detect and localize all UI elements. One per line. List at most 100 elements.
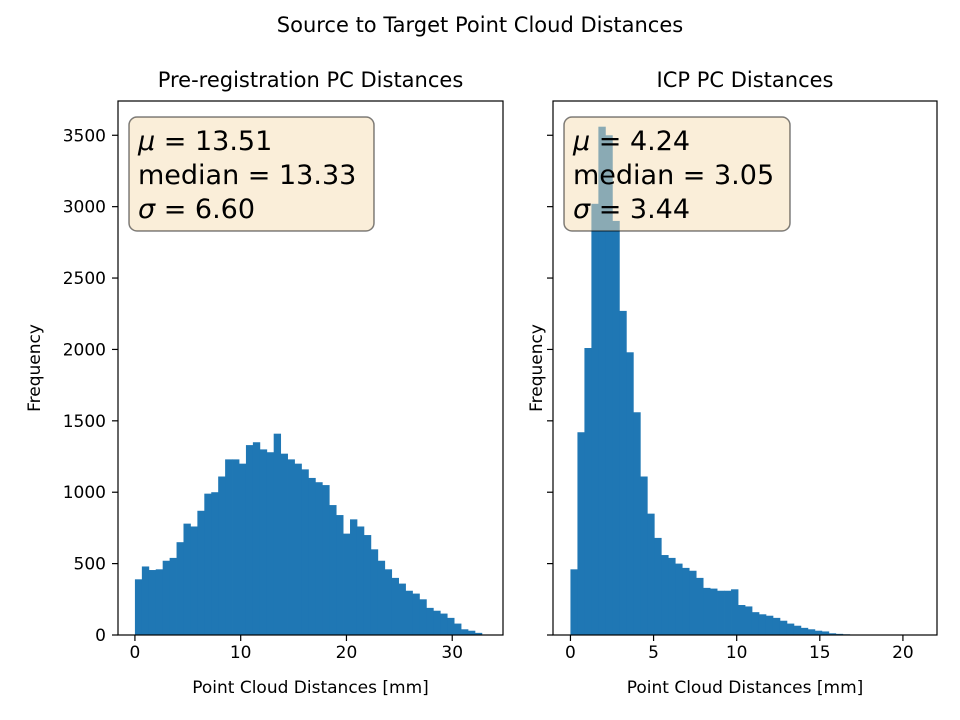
histogram-bar	[612, 220, 620, 635]
y-tick-label: 1000	[63, 483, 106, 503]
histogram-bar	[758, 614, 767, 635]
histogram-bar	[287, 459, 295, 635]
stat-mean: μ = 13.51	[137, 126, 272, 157]
histogram-bar	[315, 482, 323, 635]
histogram-bar	[225, 459, 233, 635]
histogram-bar	[280, 453, 288, 635]
left-title: Pre-registration PC Distances	[158, 68, 464, 92]
histogram-bar	[814, 630, 823, 635]
histogram-bar	[204, 493, 212, 635]
histogram-bar	[232, 459, 240, 635]
histogram-bar	[738, 605, 746, 635]
histogram-bar	[273, 433, 282, 635]
stat-median: median = 13.33	[138, 160, 356, 191]
histogram-bar	[703, 587, 711, 635]
histogram-bar	[440, 613, 448, 635]
figure-suptitle: Source to Target Point Cloud Distances	[277, 13, 683, 37]
histogram-bar	[640, 476, 648, 635]
histogram-bar	[433, 610, 441, 635]
left-subplot: 0 10 20 30 0 500 1000 1500 2000 2500 3000 3500 Pre-r…	[25, 68, 504, 698]
histogram-bar	[266, 452, 275, 635]
histogram-bar	[647, 513, 655, 635]
stat-sigma: σ = 3.44	[573, 194, 690, 225]
histogram-bar	[800, 627, 809, 635]
right-title: ICP PC Distances	[657, 68, 834, 92]
right-xlabel: Point Cloud Distances [mm]	[627, 678, 864, 698]
histogram-bar	[301, 469, 309, 635]
left-ylabel: Frequency	[25, 324, 45, 412]
histogram-bar	[454, 623, 462, 635]
histogram-bar	[591, 203, 599, 636]
histogram-bar	[772, 617, 781, 635]
histogram-bar	[474, 632, 483, 635]
histogram-bar	[398, 583, 406, 635]
left-stats-box	[128, 116, 375, 232]
histogram-bar	[419, 599, 427, 635]
y-tick-label: 1500	[63, 412, 106, 432]
histogram-bar	[322, 485, 330, 635]
histogram-bar	[779, 620, 788, 635]
histogram-bar	[710, 588, 718, 635]
histogram-bar	[155, 569, 164, 635]
y-tick-label: 500	[74, 555, 106, 575]
stat-median: median = 3.05	[573, 160, 774, 191]
histogram-bar	[689, 570, 697, 635]
histogram-bar	[308, 477, 316, 635]
histogram-bar	[162, 560, 171, 635]
histogram-bar	[239, 463, 247, 635]
histogram-bar	[675, 563, 683, 635]
histogram-bar	[605, 135, 613, 635]
right-stats-box	[563, 116, 791, 232]
histogram-bar	[619, 310, 627, 635]
histogram-bar	[717, 590, 725, 635]
right-ylabel: Frequency	[527, 324, 547, 412]
left-axes-frame	[117, 100, 504, 636]
histogram-bar	[821, 631, 830, 635]
histogram-bar	[724, 590, 732, 635]
histogram-bar	[412, 593, 420, 635]
histogram-bar	[329, 505, 337, 635]
histogram-bar	[598, 126, 606, 635]
histogram-bar	[807, 629, 816, 635]
x-tick-label: 10	[726, 643, 748, 663]
y-tick-label: 3000	[63, 198, 106, 218]
y-tick-label: 0	[95, 626, 106, 646]
x-tick-label: 20	[892, 643, 914, 663]
histogram-bar	[668, 557, 676, 635]
y-tick-label: 2000	[63, 340, 106, 360]
histogram-bar	[467, 630, 476, 635]
histogram-bar	[252, 442, 261, 635]
histogram-bar	[197, 510, 205, 635]
histogram-bar	[176, 542, 184, 635]
histogram-bar	[336, 515, 344, 635]
histogram-bar	[745, 606, 753, 635]
histogram-bar	[218, 476, 226, 635]
histogram-bar	[148, 570, 157, 635]
x-tick-label: 10	[230, 643, 252, 663]
histogram-bar	[828, 633, 837, 635]
histogram-bar	[584, 348, 592, 635]
histogram-bar	[211, 492, 219, 635]
histogram-bar	[245, 445, 254, 635]
x-tick-label: 15	[809, 643, 831, 663]
histogram-bar	[751, 612, 760, 635]
x-tick-label: 0	[565, 643, 576, 663]
histogram-bar	[570, 569, 578, 635]
histogram-bar	[350, 519, 358, 635]
histogram-bar	[370, 549, 379, 635]
histogram-bar	[661, 555, 669, 635]
histogram-bar	[633, 412, 641, 635]
y-tick-label: 2500	[63, 269, 106, 289]
histogram-bar	[169, 557, 177, 635]
histogram-bar	[356, 526, 365, 635]
histogram-bar	[447, 617, 455, 635]
histogram-bar	[577, 432, 585, 635]
right-bars	[570, 126, 872, 636]
histogram-bar	[190, 526, 198, 635]
right-subplot: 0 5 10 15 20 ICP PC Distances Point Cloud Dist…	[527, 68, 938, 698]
x-tick-label: 5	[648, 643, 659, 663]
left-xlabel: Point Cloud Distances [mm]	[192, 678, 429, 698]
stat-mean: μ = 4.24	[572, 126, 690, 157]
histogram-bar	[405, 590, 413, 635]
